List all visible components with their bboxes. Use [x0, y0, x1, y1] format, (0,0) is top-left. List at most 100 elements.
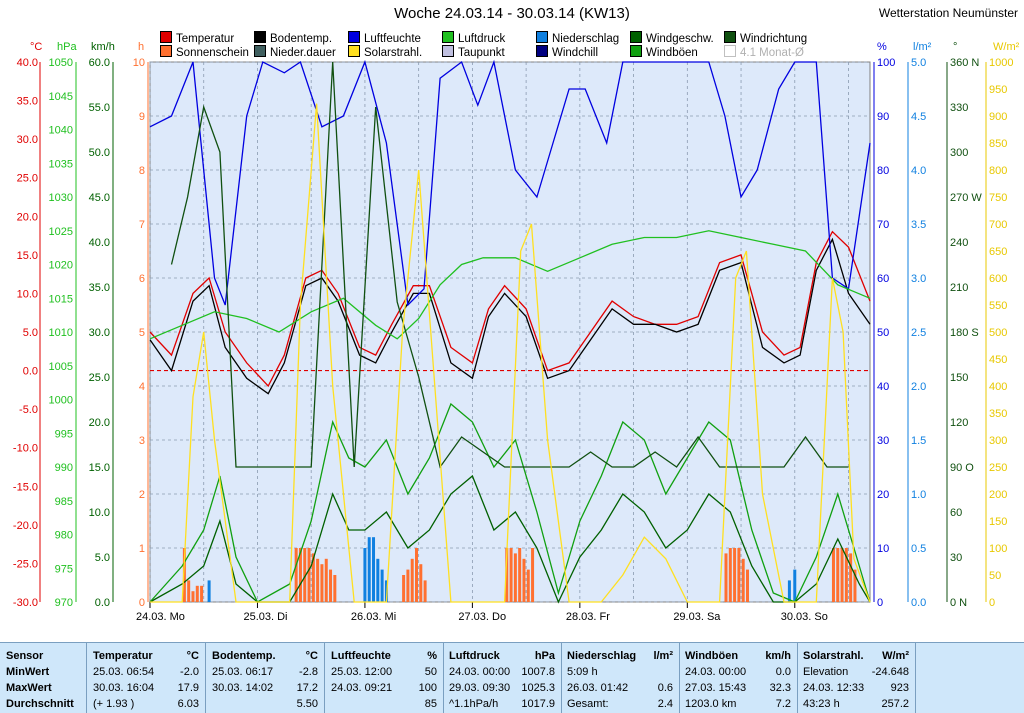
axis-tick-pressure_hpa: 1045: [49, 91, 73, 103]
legend-label: 4.1 Monat-Ø: [740, 47, 804, 59]
legend-swatch: [160, 45, 172, 57]
stats-col-rain: Niederschlag l/m² 5:09 h 26.03. 01:42 0.6 Ges…: [561, 643, 680, 713]
series-line-luftdruck: [149, 230, 871, 340]
bar-sonnenschein: [333, 575, 337, 602]
weather-chart: 40.035.030.025.020.015.010.05.00.0-5.0-1…: [13, 41, 1020, 623]
legend-swatch: [630, 31, 642, 43]
bar-sonnenschein: [745, 569, 749, 602]
bar-sonnenschein: [410, 558, 414, 602]
legend-item: Taupunkt: [442, 45, 505, 59]
axis-tick-humidity_pct: 90: [877, 111, 889, 123]
stats-row: 29.03. 09:30 1025.3: [449, 680, 555, 696]
bar-sonnenschein: [831, 548, 835, 602]
stats-header-label: Windböen: [685, 650, 739, 662]
axis-tick-temperature_c: -30.0: [13, 597, 38, 609]
x-tick-label: 27.03. Do: [458, 611, 506, 623]
axis-tick-humidity_pct: 100: [877, 57, 895, 69]
axis-tick-direction_deg: 120: [950, 417, 968, 429]
axis-tick-solar_wm2: 200: [989, 489, 1007, 501]
axis-tick-direction_deg: 0 N: [950, 597, 967, 609]
axis-unit-label: km/h: [91, 41, 115, 53]
legend-item: Windgeschw.: [630, 31, 714, 45]
stats-header-unit: km/h: [765, 650, 791, 662]
bar-sonnenschein: [195, 585, 199, 602]
legend-label: Solarstrahl.: [364, 47, 423, 59]
axis-tick-rain_lm2: 3.5: [911, 219, 926, 231]
stats-cell-value: 923: [890, 682, 909, 694]
axis-tick-hours_h: 10: [133, 57, 145, 69]
axis-tick-wind_kmh: 55.0: [89, 102, 110, 114]
axis-tick-temperature_c: -5.0: [19, 404, 38, 416]
axis-tick-humidity_pct: 0: [877, 597, 883, 609]
bar-sonnenschein: [307, 548, 311, 602]
stats-row: Elevation -24.648: [803, 664, 909, 680]
bar-sonnenschein: [423, 580, 427, 602]
bar-sonnenschein: [505, 548, 509, 602]
legend-label: Bodentemp.: [270, 33, 333, 45]
bar-sonnenschein: [526, 569, 530, 602]
legend-item: Luftfeuchte: [348, 31, 421, 45]
stats-col-humidity: Luftfeuchte% 25.03. 12:00 50 24.03. 09:21 10…: [325, 643, 444, 713]
axis-tick-solar_wm2: 250: [989, 462, 1007, 474]
stats-cell-time: 25.03. 06:17: [212, 666, 274, 678]
bar-sonnenschein: [402, 575, 406, 602]
stats-panel: Sensor MinWert MaxWert Durchschnitt Temp…: [0, 642, 1024, 713]
axis-tick-hours_h: 5: [139, 327, 145, 339]
axis-tick-wind_kmh: 35.0: [89, 282, 110, 294]
axis-tick-temperature_c: 0.0: [23, 366, 38, 378]
stats-cell-value: -2.0: [180, 666, 199, 678]
bar-niederschlag: [380, 569, 384, 602]
axis-tick-direction_deg: 360 N: [950, 57, 979, 69]
axis-tick-pressure_hpa: 990: [55, 462, 73, 474]
stats-cell-value: 6.03: [177, 698, 199, 710]
x-tick-label: 30.03. So: [781, 611, 828, 623]
axis-tick-direction_deg: 30: [950, 552, 962, 564]
axis-tick-direction_deg: 60: [950, 507, 962, 519]
legend-swatch: [254, 45, 266, 57]
legend-swatch: [160, 31, 172, 43]
axis-tick-hours_h: 1: [139, 543, 145, 555]
stats-row: 30.03. 14:02 17.2: [212, 680, 318, 696]
axis-tick-hours_h: 4: [139, 381, 145, 393]
bar-sonnenschein: [853, 569, 857, 602]
bar-sonnenschein: [419, 564, 423, 602]
legend-label: Niederschlag: [552, 33, 620, 45]
axis-tick-hours_h: 2: [139, 489, 145, 501]
legend-label: Taupunkt: [458, 47, 505, 59]
stats-cell-value: 50: [424, 666, 437, 678]
legend-swatch: [724, 45, 736, 57]
axis-tick-pressure_hpa: 980: [55, 530, 73, 542]
axis-tick-solar_wm2: 950: [989, 84, 1007, 96]
axis-tick-solar_wm2: 400: [989, 381, 1007, 393]
axis-tick-rain_lm2: 2.5: [911, 327, 926, 339]
stats-cell-value: 100: [418, 682, 437, 694]
axis-tick-pressure_hpa: 1005: [49, 361, 73, 373]
axis-tick-temperature_c: -20.0: [13, 520, 38, 532]
legend-label: Windböen: [646, 47, 698, 59]
stats-header-label: Temperatur: [93, 650, 153, 662]
axis-tick-direction_deg: 150: [950, 372, 968, 384]
axis-tick-rain_lm2: 0.0: [911, 597, 926, 609]
stats-cell-time: (+ 1.93 ): [93, 698, 135, 710]
stats-cell-time: Gesamt:: [567, 698, 609, 710]
legend-label: Luftfeuchte: [364, 33, 421, 45]
axis-tick-humidity_pct: 60: [877, 273, 889, 285]
bar-niederschlag: [376, 558, 380, 602]
axis-tick-temperature_c: -10.0: [13, 443, 38, 455]
legend-item: Luftdruck: [442, 31, 505, 45]
stats-row: 24.03. 00:00 1007.8: [449, 664, 555, 680]
axis-tick-pressure_hpa: 1035: [49, 158, 73, 170]
bar-sonnenschein: [303, 548, 307, 602]
stats-cell-value: 32.3: [769, 682, 791, 694]
stats-row-label-max: MaxWert: [6, 682, 52, 694]
stats-row: Gesamt: 2.4: [567, 696, 673, 712]
stats-header-unit: hPa: [534, 650, 555, 662]
legend-swatch: [348, 45, 360, 57]
axis-tick-solar_wm2: 350: [989, 408, 1007, 420]
legend-item: Solarstrahl.: [348, 45, 422, 59]
stats-row-label-min: MinWert: [6, 666, 50, 678]
stats-cell-time: 1203.0 km: [685, 698, 737, 710]
axis-tick-pressure_hpa: 1030: [49, 192, 73, 204]
bar-niederschlag: [363, 548, 367, 602]
legend-swatch: [442, 45, 454, 57]
